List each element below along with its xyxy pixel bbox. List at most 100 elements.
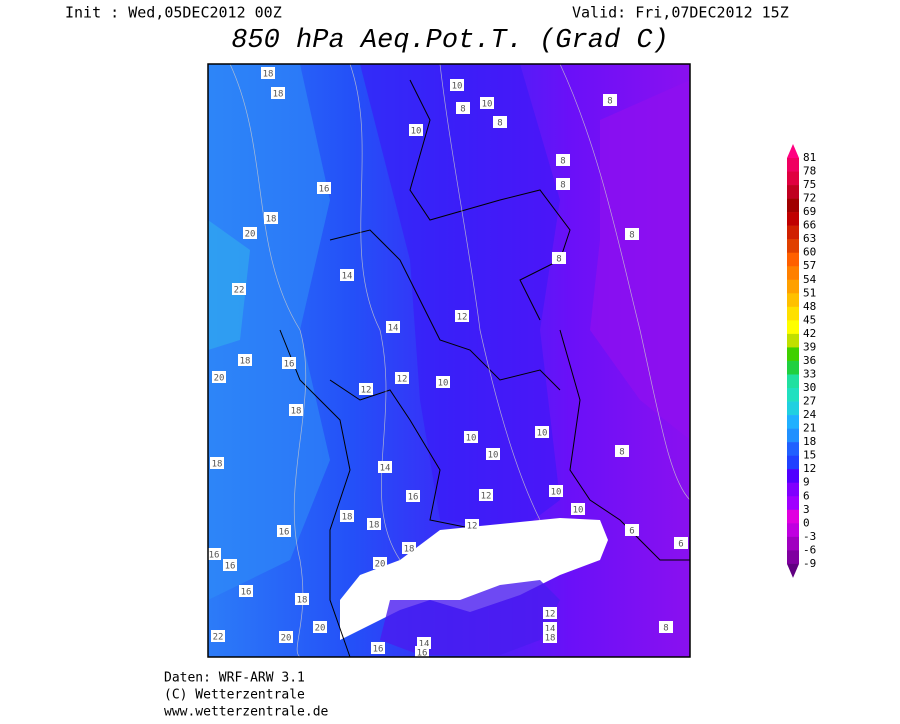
colorbar-label: 60 bbox=[803, 246, 816, 259]
colorbar-label: 9 bbox=[803, 476, 810, 489]
contour-label-box bbox=[211, 630, 225, 642]
colorbar-band bbox=[787, 428, 799, 443]
contour-label-box bbox=[317, 182, 331, 194]
contour-label: 16 bbox=[279, 528, 290, 538]
contour-label: 18 bbox=[266, 215, 277, 225]
contour-label-box bbox=[556, 154, 570, 166]
colorbar-band bbox=[787, 455, 799, 470]
colorbar-band bbox=[787, 482, 799, 497]
colorbar-band bbox=[787, 239, 799, 254]
contour-label: 10 bbox=[466, 434, 477, 444]
cold-region bbox=[360, 64, 560, 530]
warm-region bbox=[208, 64, 330, 600]
contour-label: 20 bbox=[214, 374, 225, 384]
contour-label: 14 bbox=[388, 324, 399, 334]
contour-label: 20 bbox=[281, 634, 292, 644]
init-time: Init : Wed,05DEC2012 00Z bbox=[65, 4, 282, 22]
contour-label: 22 bbox=[234, 286, 245, 296]
colorbar-band bbox=[787, 333, 799, 348]
map-title: 850 hPa Aeq.Pot.T. (Grad C) bbox=[231, 26, 668, 56]
contour-label-box bbox=[239, 585, 253, 597]
colorbar-band bbox=[787, 347, 799, 362]
contour-label: 16 bbox=[408, 493, 419, 503]
cold-region bbox=[590, 80, 690, 440]
colorbar-label: -9 bbox=[803, 557, 816, 570]
footer-line: (C) Wetterzentrale bbox=[164, 688, 305, 703]
contour-label-box bbox=[378, 461, 392, 473]
contour-label-box bbox=[615, 445, 629, 457]
contour-label-box bbox=[223, 559, 237, 571]
contour-label: 10 bbox=[551, 488, 562, 498]
contour-label-box bbox=[367, 518, 381, 530]
contour-label: 18 bbox=[297, 596, 308, 606]
colorbar-label: 42 bbox=[803, 327, 816, 340]
contour-label: 10 bbox=[482, 100, 493, 110]
colorbar-band bbox=[787, 279, 799, 294]
contour-label-box bbox=[409, 124, 423, 136]
contour-label-box bbox=[295, 593, 309, 605]
contour-label-box bbox=[406, 490, 420, 502]
footer-line: www.wetterzentrale.de bbox=[164, 705, 329, 720]
colorbar-label: 33 bbox=[803, 367, 816, 380]
contour-label-box bbox=[625, 228, 639, 240]
contour-label: 18 bbox=[273, 90, 284, 100]
colorbar-label: 18 bbox=[803, 435, 816, 448]
contour-label-box bbox=[373, 557, 387, 569]
contour-label: 14 bbox=[545, 625, 556, 635]
contour-label-box bbox=[282, 357, 296, 369]
colorbar-label: 21 bbox=[803, 422, 816, 435]
contour-label: 8 bbox=[556, 255, 561, 265]
contour-label-box bbox=[549, 485, 563, 497]
contour-label: 16 bbox=[417, 649, 428, 659]
contour-label-box bbox=[543, 607, 557, 619]
contour-label: 14 bbox=[342, 272, 353, 282]
colorbar-label: 72 bbox=[803, 192, 816, 205]
contour-label-box bbox=[480, 97, 494, 109]
colorbar-label: -6 bbox=[803, 543, 816, 556]
colorbar: 8178757269666360575451484542393633302724… bbox=[787, 144, 817, 578]
colorbar-band bbox=[787, 266, 799, 281]
colorbar-band bbox=[787, 469, 799, 484]
contour-label-box bbox=[479, 489, 493, 501]
valid-time: Valid: Fri,07DEC2012 15Z bbox=[572, 4, 789, 22]
colorbar-label: 30 bbox=[803, 381, 816, 394]
colorbar-band bbox=[787, 523, 799, 538]
colorbar-end bbox=[787, 563, 799, 578]
colorbar-label: 48 bbox=[803, 300, 816, 313]
contour-label-box bbox=[456, 102, 470, 114]
colorbar-band bbox=[787, 374, 799, 389]
colorbar-end bbox=[787, 144, 799, 158]
contour-label-box bbox=[450, 79, 464, 91]
contour-label-box bbox=[465, 519, 479, 531]
contour-label: 16 bbox=[373, 645, 384, 655]
colorbar-band bbox=[787, 306, 799, 321]
contour-label-box bbox=[279, 631, 293, 643]
contour-label-box bbox=[625, 524, 639, 536]
contour-label: 10 bbox=[488, 451, 499, 461]
contour-label: 12 bbox=[467, 522, 478, 532]
colorbar-label: 78 bbox=[803, 165, 816, 178]
colorbar-band bbox=[787, 550, 799, 565]
contour-label-box bbox=[603, 94, 617, 106]
colorbar-band bbox=[787, 536, 799, 551]
colorbar-label: 69 bbox=[803, 205, 816, 218]
cold-region bbox=[380, 580, 560, 655]
contour-label: 6 bbox=[629, 527, 634, 537]
contour-label-box bbox=[674, 537, 688, 549]
contour-label-box bbox=[340, 510, 354, 522]
contour-label: 12 bbox=[457, 313, 468, 323]
contour-label: 12 bbox=[481, 492, 492, 502]
contour-label-box bbox=[543, 631, 557, 643]
contour-label-box bbox=[395, 372, 409, 384]
contour-label: 18 bbox=[342, 513, 353, 523]
colorbar-label: 66 bbox=[803, 219, 816, 232]
contour-label-box bbox=[571, 503, 585, 515]
contour-label: 6 bbox=[678, 540, 683, 550]
contour-label: 10 bbox=[573, 506, 584, 516]
colorbar-label: 27 bbox=[803, 395, 816, 408]
colorbar-band bbox=[787, 225, 799, 240]
contour-label: 10 bbox=[411, 127, 422, 137]
contour-label: 8 bbox=[663, 624, 668, 634]
colorbar-band bbox=[787, 198, 799, 213]
